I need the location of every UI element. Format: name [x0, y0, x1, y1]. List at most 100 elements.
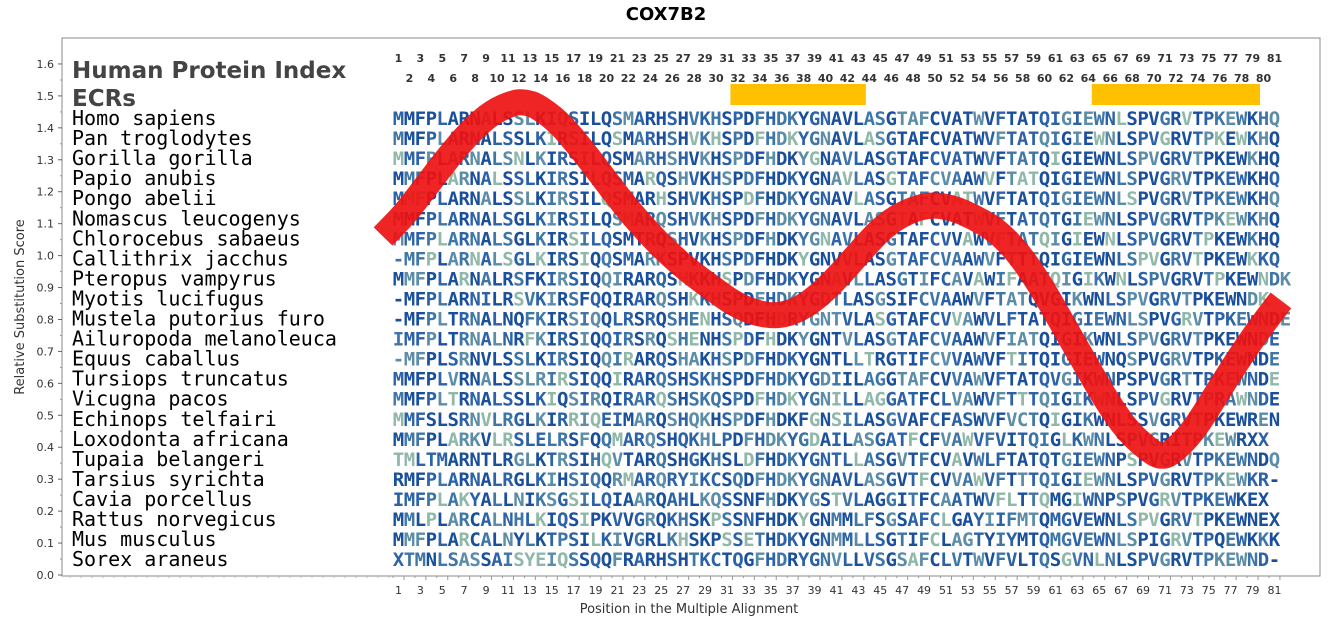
residue: H: [1258, 188, 1269, 210]
residue: P: [1203, 108, 1214, 130]
residue: K: [699, 128, 711, 150]
alignment-row: Loxodonta africana M M F P L A R K V L R S L E L R S F Q Q M A…: [72, 427, 1270, 451]
residue: A: [480, 489, 492, 511]
residue: H: [677, 489, 688, 511]
residue: S: [666, 108, 677, 130]
residue: K: [535, 309, 547, 331]
top-even-position: 78: [1234, 72, 1249, 85]
residue: E: [1225, 469, 1236, 491]
residue: S: [875, 148, 886, 170]
residue: Q: [656, 208, 667, 230]
residue: Y: [798, 148, 810, 170]
residue: S: [666, 369, 677, 391]
residue: D: [776, 108, 787, 130]
residue: P: [1137, 188, 1148, 210]
residue: L: [940, 509, 951, 531]
residue: H: [1258, 108, 1269, 130]
residue: N: [469, 188, 480, 210]
residue: E: [1083, 168, 1094, 190]
residue: W: [1236, 509, 1248, 531]
residue: K: [535, 449, 547, 471]
residue: R: [557, 188, 569, 210]
residue: E: [1258, 509, 1269, 531]
residue: E: [1258, 409, 1269, 431]
residue: V: [1181, 449, 1192, 471]
residue: F: [918, 349, 929, 371]
top-even-position: 40: [818, 72, 834, 85]
top-even-position: 30: [708, 72, 724, 85]
residue: A: [951, 329, 963, 351]
residue: W: [1094, 168, 1106, 190]
residue: S: [721, 268, 732, 290]
residue: N: [1104, 549, 1115, 571]
residue: R: [458, 509, 470, 531]
residue: I: [612, 329, 623, 351]
residue: F: [415, 248, 426, 270]
residue: T: [1028, 128, 1039, 150]
residue: M: [1017, 529, 1028, 551]
residue: Q: [1039, 168, 1050, 190]
residue: R: [645, 549, 657, 571]
residue: -: [1269, 549, 1280, 571]
residue: M: [404, 148, 415, 170]
residue: L: [491, 489, 502, 511]
species-label: Tursiops truncatus: [72, 367, 289, 391]
residue: P: [426, 429, 437, 451]
residue: T: [1192, 449, 1203, 471]
residue: A: [634, 168, 646, 190]
residue: P: [590, 509, 601, 531]
residue: V: [1137, 288, 1148, 310]
residue: H: [590, 449, 601, 471]
residue: I: [1050, 108, 1061, 130]
residue: M: [623, 409, 634, 431]
residue: R: [623, 268, 635, 290]
residue: F: [754, 489, 765, 511]
residue: N: [820, 349, 831, 371]
residue: L: [1094, 549, 1105, 571]
residue: Q: [601, 549, 612, 571]
residue: S: [1126, 148, 1137, 170]
residue: T: [896, 128, 907, 150]
residue: I: [1083, 268, 1094, 290]
residue: F: [415, 108, 426, 130]
residue: L: [437, 389, 448, 411]
residue: A: [907, 329, 919, 351]
residue: V: [951, 309, 962, 331]
residue: I: [612, 409, 623, 431]
residue: S: [721, 529, 732, 551]
residue: G: [809, 329, 820, 351]
residue: G: [1159, 168, 1170, 190]
residue: V: [831, 549, 842, 571]
residue: H: [765, 349, 776, 371]
residue: G: [809, 369, 820, 391]
residue: S: [721, 309, 732, 331]
residue: H: [677, 188, 688, 210]
residue: D: [776, 409, 787, 431]
residue: L: [524, 108, 535, 130]
residue: V: [480, 349, 491, 371]
residue: P: [721, 429, 732, 451]
residue: N: [469, 168, 480, 190]
residue: S: [875, 529, 886, 551]
residue: G: [1061, 529, 1072, 551]
residue: M: [623, 128, 634, 150]
residue: T: [623, 449, 634, 471]
residue: S: [634, 309, 645, 331]
residue: H: [710, 108, 721, 130]
residue: N: [1094, 429, 1105, 451]
residue: T: [1006, 128, 1017, 150]
residue: T: [962, 489, 973, 511]
residue: A: [907, 228, 919, 250]
residue: T: [1050, 208, 1061, 230]
residue: T: [404, 549, 415, 571]
residue: S: [666, 188, 677, 210]
residue: Q: [656, 389, 667, 411]
residue: P: [1203, 469, 1214, 491]
residue: C: [929, 409, 940, 431]
residue: A: [634, 128, 646, 150]
residue: Y: [469, 489, 481, 511]
residue: N: [1104, 228, 1115, 250]
residue: I: [1050, 148, 1061, 170]
residue: F: [754, 268, 765, 290]
residue: K: [458, 489, 470, 511]
